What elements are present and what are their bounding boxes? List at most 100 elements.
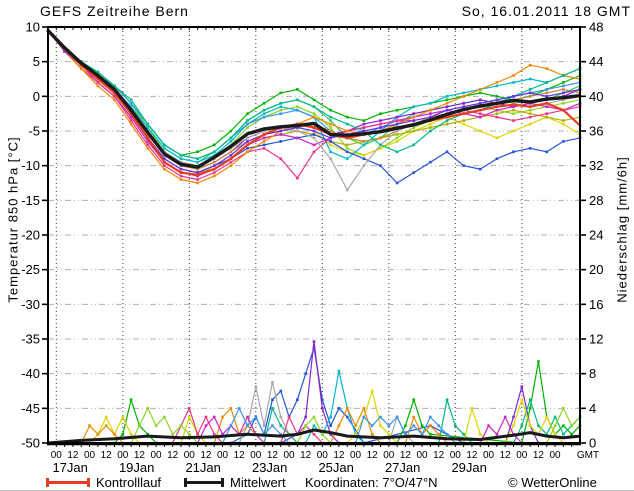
temp-member-blue-marker xyxy=(262,143,266,147)
precip-member-orange-marker xyxy=(221,415,224,419)
precip-member-purple xyxy=(280,341,539,444)
temp-member-violet-marker xyxy=(462,105,465,109)
y-right-tick-label: 0 xyxy=(589,436,596,451)
precip-member-yellow-marker xyxy=(553,433,557,436)
temp-control-marker xyxy=(212,167,216,171)
x-hour-label: 00 xyxy=(417,450,429,461)
temp-member-lightgreen-marker xyxy=(329,126,332,129)
temp-member-blue-marker xyxy=(395,181,399,185)
temp-member-teal-marker xyxy=(96,70,100,74)
temp-member-orange-marker xyxy=(79,67,83,70)
x-date-label: 29Jan xyxy=(451,460,486,475)
y-right-tick-label: 12 xyxy=(589,332,603,347)
x-gmt-label: GMT xyxy=(577,450,599,461)
temp-control-marker xyxy=(129,112,133,115)
x-hour-label: 00 xyxy=(151,450,163,461)
temp-member-blue-marker xyxy=(329,140,332,143)
x-hour-label: 12 xyxy=(67,450,79,461)
temp-member-skyblue-marker xyxy=(562,84,565,88)
precip-member-skyblue-marker xyxy=(246,424,249,427)
x-hour-label: 00 xyxy=(184,450,196,461)
x-hour-label: 12 xyxy=(300,450,312,461)
precip-member-gray-marker xyxy=(254,385,258,388)
x-hour-label: 12 xyxy=(367,450,379,461)
temp-member-orange-marker xyxy=(512,74,515,77)
temp-member-violet-marker xyxy=(478,101,482,105)
precip-member-pink-marker xyxy=(212,433,216,436)
temp-member-green-marker xyxy=(279,91,283,95)
x-hour-label: 00 xyxy=(516,450,528,461)
x-hour-label: 12 xyxy=(167,450,179,461)
precip-member-pink-marker xyxy=(204,415,208,419)
precip-member-gray-marker xyxy=(262,424,266,427)
temp-member-violet-marker xyxy=(429,115,432,119)
precip-member-orange-marker xyxy=(337,424,341,427)
temp-member-gray-marker xyxy=(395,129,399,133)
temp-member-tan-marker xyxy=(362,140,366,143)
x-hour-label: 00 xyxy=(51,450,63,461)
temp-member-teal-marker xyxy=(113,84,116,88)
precip-member-pink-marker xyxy=(196,433,199,436)
x-hour-label: 12 xyxy=(500,450,512,461)
y-left-tick-label: -25 xyxy=(21,262,40,277)
temp-member-olive-marker xyxy=(512,108,515,112)
temp-member-blue-marker xyxy=(279,140,283,143)
temp-member-blue-marker xyxy=(462,164,465,167)
temp-control-marker xyxy=(495,105,499,109)
temp-member-violet-marker xyxy=(445,108,449,112)
temp-member-orange-marker xyxy=(545,67,549,70)
temp-member-skyblue-marker xyxy=(262,115,266,119)
temp-member-teal xyxy=(47,30,581,160)
temp-member-violet-marker xyxy=(329,136,332,140)
temp-member-teal-marker xyxy=(545,81,549,84)
temp-member-teal-marker xyxy=(246,119,249,122)
precip-member-teal-marker xyxy=(545,433,549,436)
y-left-tick-label: -40 xyxy=(21,366,40,381)
temp-member-teal-marker xyxy=(129,98,133,102)
temp-member-violet-marker xyxy=(163,157,166,161)
precip-member-blue xyxy=(230,347,464,444)
precip-member-yellow-marker xyxy=(387,433,391,436)
temp-member-green-marker xyxy=(562,81,565,84)
temp-control-marker xyxy=(478,108,482,112)
temp-control-marker xyxy=(113,91,116,95)
temp-member-orange-marker xyxy=(229,164,233,167)
y-left-tick-label: -35 xyxy=(21,332,40,347)
plot-frame xyxy=(47,26,581,444)
precip-member-yellow-marker xyxy=(520,398,524,401)
temp-member-teal-marker xyxy=(528,88,532,91)
temp-control-marker xyxy=(462,112,465,115)
temp-member-teal-marker xyxy=(146,122,150,126)
precip-member-skyblue-marker xyxy=(445,433,449,436)
precip-member-teal-marker xyxy=(553,415,557,419)
precip-member-orange-marker xyxy=(429,424,432,427)
x-hour-label: 00 xyxy=(450,450,462,461)
precip-member-blue-marker xyxy=(296,398,299,401)
temp-member-teal-marker xyxy=(196,157,199,161)
control-run-label: Kontrolllauf xyxy=(96,475,162,490)
temp-member-tan-marker xyxy=(229,150,233,154)
temp-member-gray-marker xyxy=(246,136,249,140)
temp-member-lightgreen-marker xyxy=(512,112,515,115)
precip-member-yellow-marker xyxy=(188,415,191,419)
temp-member-pink-marker xyxy=(113,95,116,98)
precip-member-yellow-marker xyxy=(104,415,108,419)
temp-member-purple-marker xyxy=(478,98,482,102)
precip-member-yellow-marker xyxy=(528,424,532,427)
temp-member-green-marker xyxy=(312,98,316,102)
precip-member-skyblue-marker xyxy=(404,433,407,436)
x-hour-label: 00 xyxy=(117,450,129,461)
temp-member-pink-marker xyxy=(395,119,399,122)
temp-member-orange-marker xyxy=(196,181,199,185)
temp-member-cyan-marker xyxy=(179,157,183,161)
temp-member-orange-marker xyxy=(329,122,332,126)
precip-member-blue-marker xyxy=(329,424,332,427)
x-hour-label: 12 xyxy=(234,450,246,461)
x-hour-label: 00 xyxy=(383,450,395,461)
precip-member-yellow-marker xyxy=(545,415,549,419)
temp-member-purple-marker xyxy=(395,115,399,119)
temp-control-marker xyxy=(246,143,249,147)
temp-member-olive-marker xyxy=(528,112,532,115)
temp-member-pink-marker xyxy=(362,126,366,129)
temp-member-yellow-marker xyxy=(329,143,332,147)
